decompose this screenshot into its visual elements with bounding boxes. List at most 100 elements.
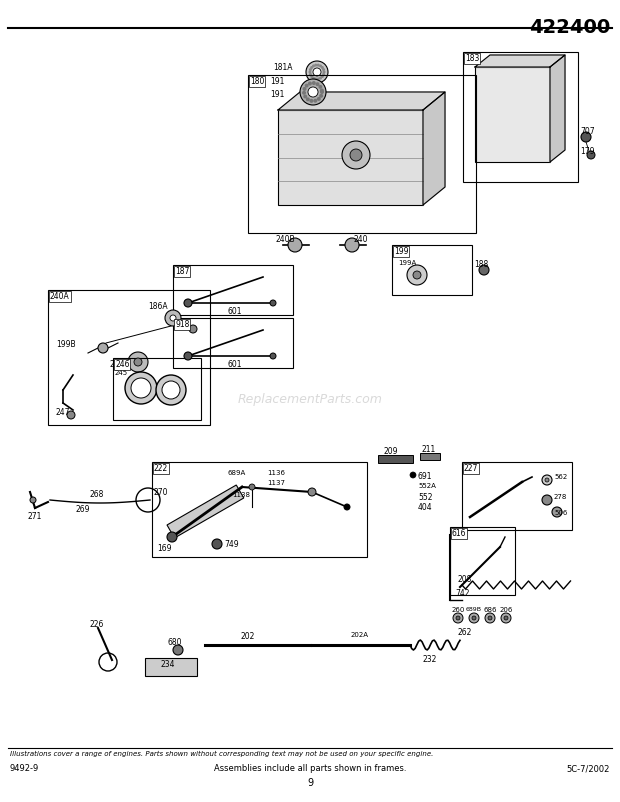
- Text: 271: 271: [28, 512, 42, 521]
- Text: 707: 707: [580, 128, 595, 136]
- Text: 210: 210: [110, 360, 125, 369]
- Circle shape: [319, 94, 323, 98]
- Text: 169: 169: [157, 544, 172, 553]
- Polygon shape: [423, 92, 445, 205]
- Text: 181A: 181A: [273, 63, 293, 71]
- Circle shape: [98, 343, 108, 353]
- Circle shape: [317, 78, 320, 80]
- Bar: [167, 485, 244, 538]
- Text: 742: 742: [455, 589, 469, 598]
- Text: 686: 686: [483, 607, 497, 613]
- Text: 208: 208: [458, 575, 472, 584]
- Text: 9: 9: [307, 778, 313, 788]
- Circle shape: [270, 300, 276, 306]
- Circle shape: [587, 151, 595, 159]
- Circle shape: [170, 315, 176, 321]
- Circle shape: [319, 85, 322, 89]
- Circle shape: [270, 353, 276, 359]
- Circle shape: [156, 375, 186, 405]
- Circle shape: [350, 149, 362, 161]
- Text: Assemblies include all parts shown in frames.: Assemblies include all parts shown in fr…: [214, 764, 406, 773]
- Circle shape: [320, 88, 324, 92]
- Text: 202A: 202A: [351, 632, 369, 638]
- Bar: [173, 318, 293, 368]
- Circle shape: [313, 68, 321, 76]
- Circle shape: [545, 478, 549, 482]
- Circle shape: [312, 64, 315, 67]
- Circle shape: [472, 616, 476, 620]
- Circle shape: [321, 66, 324, 69]
- Bar: [173, 265, 293, 315]
- Circle shape: [302, 91, 306, 95]
- Circle shape: [304, 83, 309, 87]
- Circle shape: [303, 95, 307, 99]
- Text: 227: 227: [464, 464, 479, 473]
- Circle shape: [316, 83, 319, 86]
- Text: 183: 183: [465, 54, 479, 63]
- Circle shape: [322, 68, 325, 71]
- Circle shape: [167, 532, 177, 542]
- Circle shape: [453, 613, 463, 623]
- Circle shape: [314, 78, 317, 80]
- Text: 191: 191: [270, 77, 285, 86]
- Text: 199A: 199A: [398, 260, 416, 266]
- Circle shape: [67, 411, 75, 419]
- Text: 226: 226: [90, 620, 104, 629]
- Text: 691: 691: [418, 472, 433, 481]
- Circle shape: [317, 97, 321, 101]
- Bar: [463, 52, 578, 182]
- Text: 601: 601: [228, 307, 242, 316]
- Text: 270: 270: [153, 488, 167, 497]
- Text: 506: 506: [554, 510, 567, 516]
- Circle shape: [313, 99, 317, 103]
- Text: 222: 222: [154, 464, 168, 473]
- Circle shape: [342, 141, 370, 169]
- Text: 601: 601: [228, 360, 242, 369]
- Text: 562: 562: [554, 474, 567, 480]
- Polygon shape: [278, 92, 445, 110]
- Circle shape: [131, 378, 151, 398]
- Circle shape: [312, 76, 315, 79]
- Circle shape: [300, 79, 326, 105]
- Text: 268: 268: [90, 490, 104, 499]
- Circle shape: [310, 75, 313, 78]
- Circle shape: [249, 484, 255, 490]
- Bar: [278, 110, 423, 205]
- Circle shape: [321, 75, 324, 78]
- Circle shape: [134, 358, 142, 366]
- Polygon shape: [475, 55, 565, 67]
- Text: 5C-7/2002: 5C-7/2002: [567, 764, 610, 773]
- Text: 278: 278: [554, 494, 567, 500]
- Text: 211: 211: [422, 445, 436, 454]
- Circle shape: [322, 71, 326, 74]
- Text: 187: 187: [175, 267, 189, 276]
- Text: 1137: 1137: [267, 480, 285, 486]
- Circle shape: [344, 504, 350, 510]
- Circle shape: [542, 475, 552, 485]
- Circle shape: [128, 352, 148, 372]
- Text: 179: 179: [580, 148, 595, 156]
- Circle shape: [308, 87, 318, 97]
- Text: 404: 404: [418, 503, 433, 512]
- Text: 422400: 422400: [529, 18, 611, 37]
- Circle shape: [309, 71, 311, 74]
- Text: 247: 247: [56, 408, 71, 417]
- Text: 180: 180: [250, 77, 264, 86]
- Circle shape: [488, 616, 492, 620]
- Bar: [450, 527, 515, 595]
- Circle shape: [309, 99, 314, 103]
- Bar: [420, 453, 440, 460]
- Circle shape: [501, 613, 511, 623]
- Bar: [248, 75, 476, 233]
- Circle shape: [552, 507, 562, 517]
- Text: 191: 191: [270, 90, 285, 99]
- Circle shape: [479, 265, 489, 275]
- Circle shape: [162, 381, 180, 399]
- Circle shape: [413, 271, 421, 279]
- Circle shape: [308, 488, 316, 496]
- Circle shape: [407, 265, 427, 285]
- Text: 240: 240: [354, 235, 368, 244]
- Text: 552A: 552A: [418, 483, 436, 489]
- Text: 199B: 199B: [56, 340, 76, 349]
- Circle shape: [319, 76, 322, 79]
